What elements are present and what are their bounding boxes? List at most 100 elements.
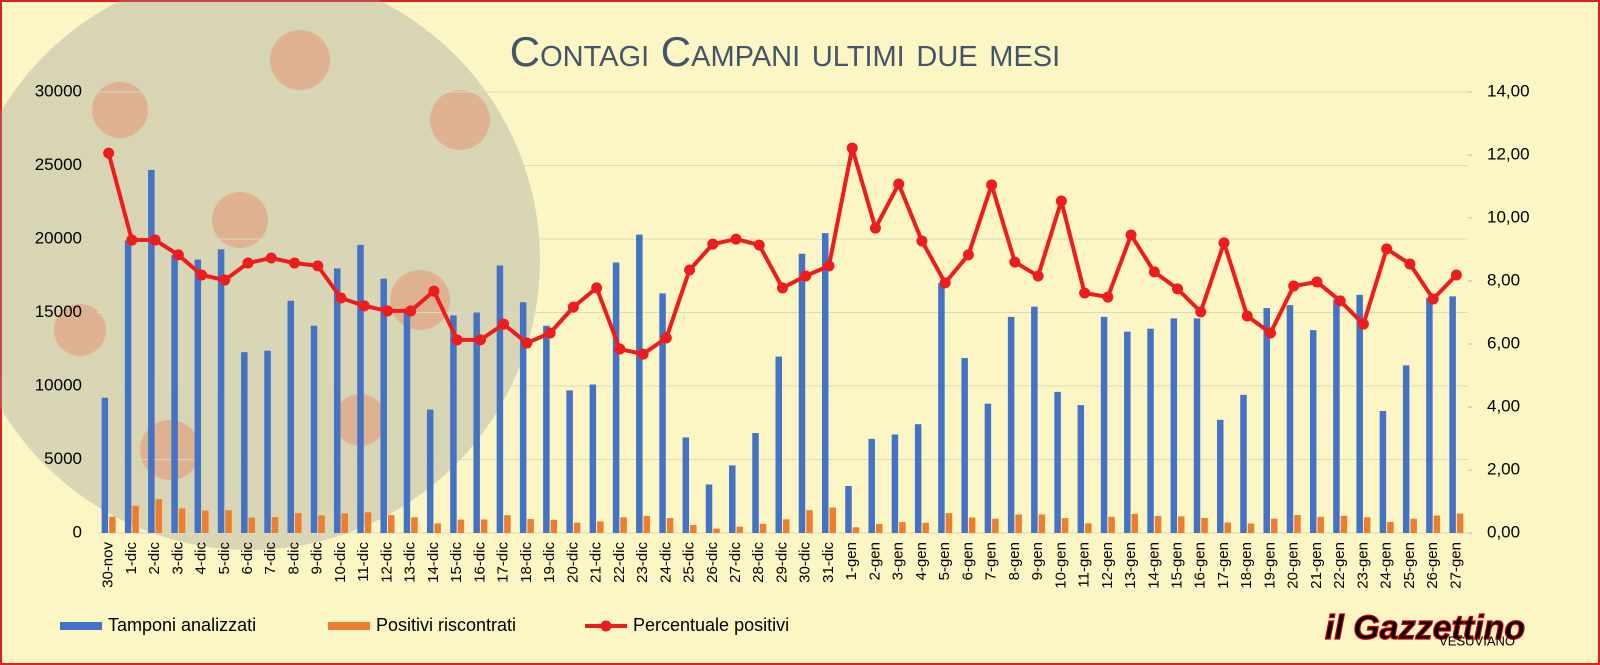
x-tick-label: 5-dic xyxy=(216,542,233,575)
x-tick-label: 14-dic xyxy=(425,542,442,583)
bar xyxy=(1031,306,1038,533)
bar xyxy=(380,278,387,533)
bar xyxy=(480,519,488,533)
bar xyxy=(636,234,643,533)
bar xyxy=(775,356,782,533)
y-tick-label: 25000 xyxy=(35,155,82,174)
x-tick-label: 6-dic xyxy=(239,542,256,575)
marker xyxy=(986,179,998,191)
x-tick-label: 7-dic xyxy=(262,542,279,575)
bar xyxy=(1270,518,1278,533)
marker xyxy=(451,334,463,346)
x-tick-label: 24-dic xyxy=(657,542,674,583)
bar xyxy=(1240,394,1247,533)
marker xyxy=(289,257,301,269)
marker xyxy=(126,234,138,246)
bar xyxy=(527,519,534,533)
legend-swatch xyxy=(328,622,370,630)
bar xyxy=(1410,518,1417,533)
x-tick-label: 19-gen xyxy=(1261,542,1278,589)
marker xyxy=(1334,295,1346,307)
bar xyxy=(333,268,341,533)
bar xyxy=(1387,521,1394,533)
x-tick-label: 29-dic xyxy=(773,542,790,583)
bar xyxy=(798,253,806,533)
x-tick-label: 22-dic xyxy=(611,542,628,583)
bar xyxy=(992,518,999,533)
marker xyxy=(1032,270,1044,282)
y-tick-label: 20000 xyxy=(35,228,82,247)
marker xyxy=(1264,327,1276,339)
bar xyxy=(1317,516,1324,533)
bar xyxy=(736,526,744,533)
bar xyxy=(543,325,550,533)
x-tick-label: 15-gen xyxy=(1169,542,1186,589)
marker xyxy=(428,285,440,297)
bar xyxy=(566,390,573,533)
marker xyxy=(1357,318,1369,330)
bar xyxy=(504,515,511,533)
marker xyxy=(1218,237,1230,249)
marker xyxy=(823,260,835,272)
marker xyxy=(1055,195,1067,207)
x-tick-label: 4-dic xyxy=(193,542,210,575)
marker xyxy=(684,264,696,276)
bar xyxy=(666,518,674,533)
x-tick-label: 1-gen xyxy=(843,542,860,580)
marker xyxy=(544,327,556,339)
bar xyxy=(682,437,690,533)
x-tick-label: 7-gen xyxy=(983,542,1000,580)
marker xyxy=(916,235,928,247)
x-tick-label: 14-gen xyxy=(1145,542,1162,589)
x-tick-label: 18-dic xyxy=(518,542,535,583)
bar xyxy=(1217,419,1224,533)
marker xyxy=(219,274,231,286)
x-tick-label: 30-nov xyxy=(100,542,117,588)
bar xyxy=(318,515,325,533)
x-tick-label: 23-gen xyxy=(1354,542,1371,589)
bar xyxy=(341,513,348,533)
bar xyxy=(752,433,759,533)
bar xyxy=(1038,514,1046,533)
y2-tick-label: 12,00 xyxy=(1487,144,1530,163)
bar xyxy=(961,358,968,533)
y2-tick-label: 4,00 xyxy=(1487,396,1520,415)
y-tick-label: 5000 xyxy=(44,449,82,468)
bar xyxy=(1340,515,1348,533)
x-tick-label: 10-gen xyxy=(1052,542,1069,589)
y2-tick-label: 0,00 xyxy=(1487,522,1520,541)
bar xyxy=(1007,316,1015,533)
marker xyxy=(1102,291,1114,303)
bar xyxy=(845,485,852,533)
x-tick-label: 10-dic xyxy=(332,542,349,583)
bar xyxy=(287,300,295,533)
marker xyxy=(405,305,417,317)
marker xyxy=(1311,276,1323,288)
marker xyxy=(335,292,347,304)
bar xyxy=(411,517,418,533)
chart-title: Contagi Campani ultimi due mesi xyxy=(510,28,1060,75)
marker xyxy=(1427,293,1439,305)
marker xyxy=(498,318,510,330)
bar xyxy=(1061,518,1069,533)
x-tick-label: 6-gen xyxy=(959,542,976,580)
legend-label: Tamponi analizzati xyxy=(108,615,256,635)
bar xyxy=(310,325,318,533)
bar xyxy=(1379,410,1387,533)
bar xyxy=(248,517,256,533)
x-tick-label: 26-gen xyxy=(1424,542,1441,589)
legend-label: Percentuale positivi xyxy=(633,615,789,635)
x-tick-label: 8-dic xyxy=(285,542,302,575)
bar xyxy=(643,516,651,533)
marker xyxy=(962,249,974,261)
bar xyxy=(364,512,372,533)
bar xyxy=(101,397,109,533)
bar xyxy=(597,521,604,533)
marker xyxy=(1381,243,1393,255)
x-tick-label: 3-dic xyxy=(169,542,186,575)
logo-subtitle: VESUVIANO xyxy=(1439,633,1515,648)
bar xyxy=(1426,297,1433,533)
y2-tick-label: 10,00 xyxy=(1487,207,1530,226)
x-tick-label: 19-dic xyxy=(541,542,558,583)
bar xyxy=(1085,523,1092,533)
